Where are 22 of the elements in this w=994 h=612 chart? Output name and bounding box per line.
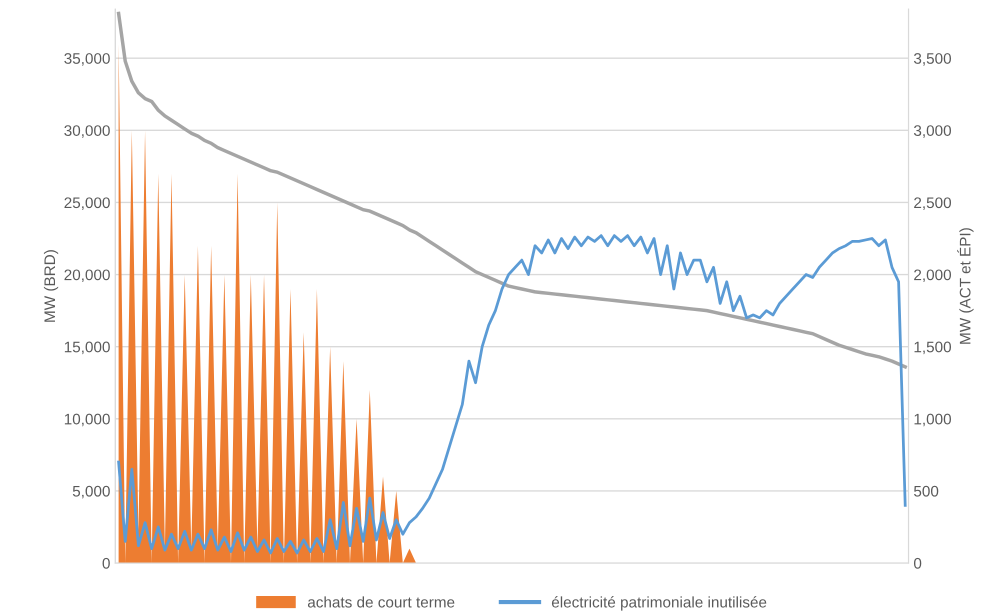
y2-tick-label: 0 bbox=[914, 558, 922, 569]
y2-tick-label: 2,000 bbox=[914, 269, 952, 282]
y-tick-label: 0 bbox=[102, 558, 110, 569]
y2-tick-label: 1,000 bbox=[914, 414, 952, 426]
legend-label: électricité patrimoniale inutilisée bbox=[552, 596, 766, 611]
y-tick-label: 5,000 bbox=[72, 486, 110, 498]
line-series bbox=[116, 12, 907, 369]
y-tick-label: 30,000 bbox=[64, 125, 110, 138]
y-tick-label: 25,000 bbox=[64, 197, 110, 210]
y-tick-label: 10,000 bbox=[64, 414, 110, 426]
y2-tick-label: 1,500 bbox=[914, 342, 952, 354]
legend-label: achats de court terme bbox=[308, 596, 454, 608]
y2-tick-label: 3,000 bbox=[914, 125, 952, 138]
y2-tick-label: 2,500 bbox=[914, 197, 952, 210]
y-tick-label: 20,000 bbox=[64, 269, 110, 282]
y2-tick-label: 3,500 bbox=[914, 53, 952, 66]
y-tick-label: 15,000 bbox=[64, 342, 110, 354]
y-tick-label: 35,000 bbox=[64, 53, 110, 66]
y2-tick-label: 500 bbox=[914, 486, 938, 497]
y-axis-title: MW (BRD) bbox=[44, 250, 58, 322]
y2-axis-title: MW (ACT et ÉPI) bbox=[957, 228, 974, 344]
line-series bbox=[117, 234, 907, 554]
